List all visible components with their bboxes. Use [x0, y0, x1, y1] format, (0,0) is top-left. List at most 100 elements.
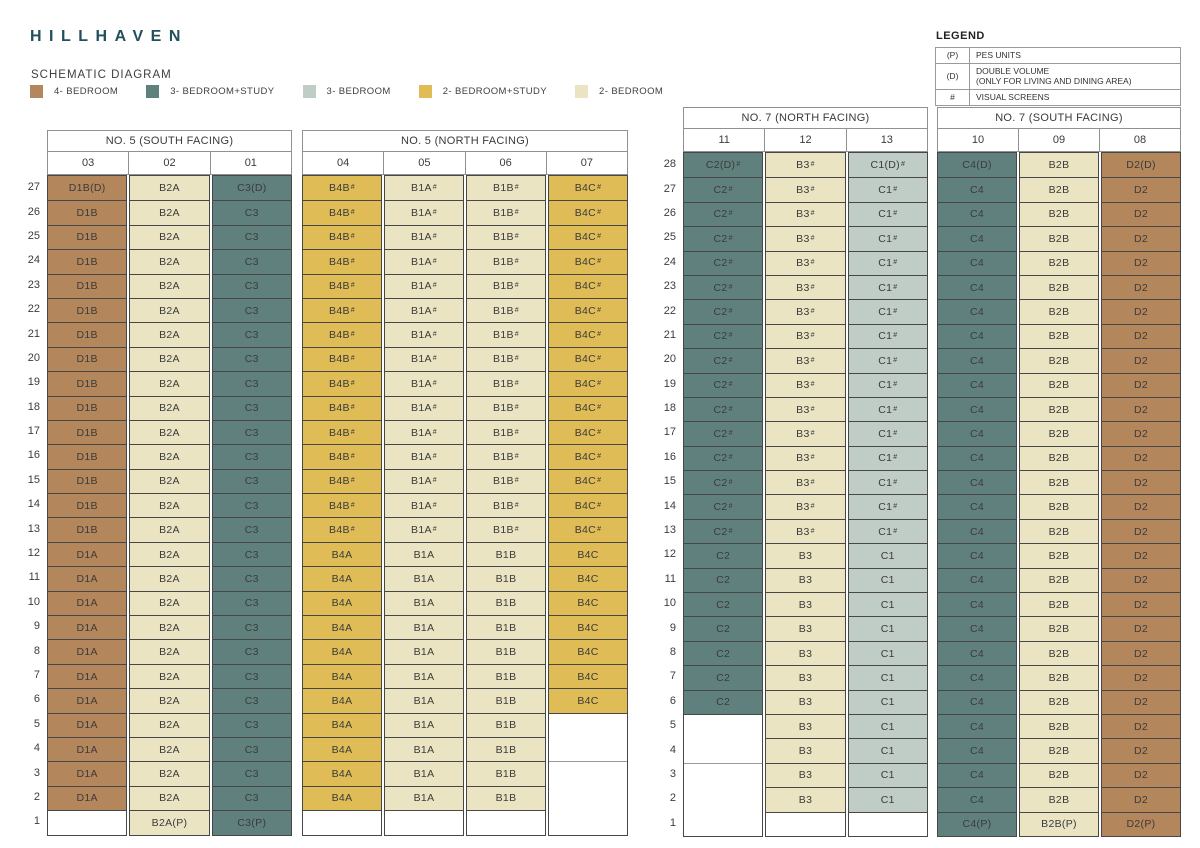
stack-number-header: 08 [1099, 129, 1180, 151]
unit-cell: C3 [212, 200, 291, 225]
unit-cell: B1A [385, 712, 463, 737]
unit-cell: C1 [848, 640, 927, 666]
unit-cell: B2B [1020, 201, 1098, 227]
unit-cell: B1B [467, 639, 545, 664]
unit-cell: B1A [385, 688, 463, 713]
unit-column: C4(D) C4 C4 C4 C4 C4 C4 C4 C4 C4 C4 C4 C4 C4 C4 C4 C4 C4 C… [937, 152, 1017, 837]
unit-cell: D2 [1102, 787, 1180, 812]
unit-cell: B2B [1020, 372, 1098, 397]
floor-label: 1 [33, 815, 40, 828]
unit-cell: D1A [48, 736, 127, 762]
unit-cell: B2A [130, 224, 209, 250]
unit-column: B1A # B1A # B1A # B1A # B1A # B1A # B1A # B1A # B1A # B1A #… [384, 175, 464, 836]
floor-label: 20 [663, 353, 676, 366]
unit-cell: C1 [848, 713, 927, 739]
unit-cell: B2B [1020, 470, 1098, 495]
table-no5-south-facing: 27 26 25 24 23 22 21 20 19 18 17 16 15 14 13 12 11 10 9 8 7 6… [24, 130, 292, 836]
unit-cell: B3 # [766, 396, 845, 422]
unit-cell: B4C [549, 663, 627, 689]
unit-cell: B4C # [549, 395, 627, 420]
unit-grid: C2(D) # C2 # C2 # C2 # C2 # C2 # C2 # C2 # C2 # C2 # C2 # C2 # C… [683, 152, 928, 837]
unit-cell: B3 # [766, 494, 845, 519]
unit-cell: C1 # [848, 299, 927, 324]
unit-cell: B1B [467, 541, 545, 567]
unit-cell: B2B [1020, 396, 1098, 422]
unit-cell: B2B [1020, 226, 1098, 251]
unit-cell: C1 # [848, 445, 927, 471]
unit-cell: D1B [48, 444, 127, 469]
unit-cell: C1 [848, 592, 927, 617]
floor-label: 22 [663, 304, 676, 317]
unit-cell: C3 [212, 419, 291, 445]
unit-column: B2B B2B B2B B2B B2B B2B B2B B2B B2B B2B B2B B2B B2B B… [1019, 152, 1099, 837]
floor-label: 27 [27, 181, 40, 194]
floor-label: 15 [27, 473, 40, 486]
unit-cell: B3 # [766, 421, 845, 446]
unit-cell: C3 [212, 663, 291, 689]
unit-cell: C2 # [684, 201, 763, 227]
empty-cell [549, 810, 627, 835]
unit-cell: B1A [385, 663, 463, 689]
unit-cell: C1 # [848, 226, 927, 251]
unit-cell: C1 [848, 787, 927, 812]
unit-cell: B1A [385, 761, 463, 786]
unit-cell: C4 [938, 543, 1016, 568]
unit-cell: B2B [1020, 738, 1098, 763]
unit-cell: D1B(D) [48, 176, 127, 201]
unit-cell: B1B # [467, 297, 545, 323]
unit-cell: C3 [212, 615, 291, 640]
unit-legend-label: 4- BEDROOM [54, 86, 119, 97]
unit-cell: B1B # [467, 468, 545, 494]
empty-cell [848, 811, 927, 836]
unit-cell: B4C # [549, 273, 627, 298]
floor-label: 17 [27, 425, 40, 438]
legend-symbol: (P) [936, 48, 970, 63]
unit-cell: C4 [938, 445, 1016, 471]
unit-cell: B2B [1020, 299, 1098, 324]
unit-cell: C1 [848, 762, 927, 788]
floor-label: 2 [33, 790, 40, 803]
floor-label: 12 [663, 548, 676, 561]
floor-label: 28 [663, 158, 676, 171]
unit-cell: B1A # [385, 176, 463, 201]
unit-legend-item: 4- BEDROOM [30, 85, 118, 98]
unit-cell: D2 [1102, 518, 1180, 544]
unit-cell: B2A [130, 712, 209, 737]
unit-cell: D2 [1102, 372, 1180, 397]
unit-cell: B2B [1020, 177, 1098, 202]
unit-cell: C3 [212, 224, 291, 250]
table-no7-north-facing: 28 27 26 25 24 23 22 21 20 19 18 17 16 15 14 13 12 11 10 9 8… [658, 107, 928, 837]
unit-cell: B1A # [385, 419, 463, 445]
unit-cell: B3 # [766, 299, 845, 324]
unit-cell: B4A [303, 688, 381, 713]
unit-cell: B4C # [549, 249, 627, 274]
unit-cell: B3 [766, 738, 845, 763]
unit-cell: C2 # [684, 226, 763, 251]
unit-cell: B2A [130, 517, 209, 542]
unit-cell: D1B [48, 200, 127, 225]
unit-cell: C2(D) # [684, 153, 763, 178]
unit-cell: B4C # [549, 200, 627, 225]
empty-cell [549, 761, 627, 786]
unit-cell: C2 # [684, 372, 763, 397]
floor-label: 5 [669, 719, 676, 732]
unit-cell: B2B [1020, 787, 1098, 812]
unit-color-swatch [575, 85, 589, 98]
unit-cell: B2B [1020, 567, 1098, 593]
legend-description-line: (ONLY FOR LIVING AND DINING AREA) [976, 76, 1132, 87]
unit-cell: B2A [130, 468, 209, 494]
unit-legend-label: 2- BEDROOM [599, 86, 664, 97]
column-header-row: 11 12 13 [683, 129, 928, 152]
empty-cell [385, 810, 463, 835]
unit-cell: C3 [212, 590, 291, 616]
unit-cell: B4B # [303, 176, 381, 201]
unit-cell: B1B # [467, 346, 545, 372]
unit-cell: D1B [48, 419, 127, 445]
stack-number-header: 07 [545, 152, 627, 174]
legend-description-line: DOUBLE VOLUME [976, 65, 1050, 76]
unit-cell: C3 [212, 322, 291, 347]
unit-cell: D1B [48, 297, 127, 323]
column-header-row: 04 05 06 07 [302, 152, 628, 175]
unit-legend-label: 3- BEDROOM [326, 86, 391, 97]
unit-cell: B4A [303, 761, 381, 786]
